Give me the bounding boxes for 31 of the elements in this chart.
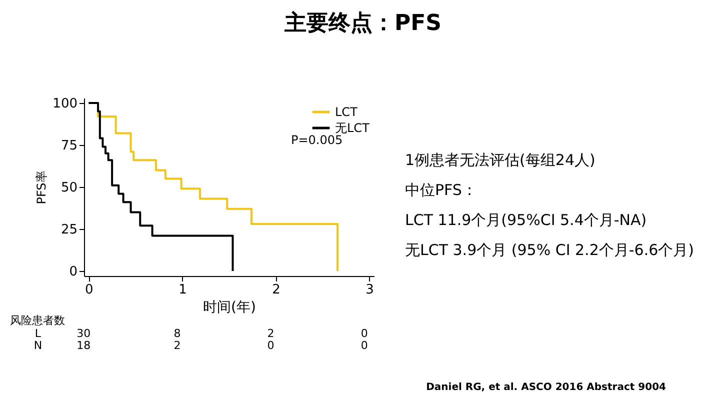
y-tick-label: 50 (60, 180, 78, 196)
text: 0 (360, 339, 368, 352)
chart-title: 主要终点：PFS (284, 10, 442, 38)
y-tick-label: 75 (60, 138, 78, 154)
text: 2 (267, 327, 274, 340)
y-tick-label: 100 (52, 96, 78, 112)
text: 0 (360, 327, 368, 340)
text: 风险患者数 (10, 313, 65, 328)
text: 1例患者无法评估(每组24人) (405, 150, 596, 170)
text: 18 (76, 339, 91, 352)
text: 2 (174, 339, 181, 352)
text: Daniel RG, et al. ASCO 2016 Abstract 9004 (426, 382, 666, 393)
x-tick-label: 1 (178, 282, 187, 298)
text: 30 (76, 327, 91, 340)
text: L (34, 327, 42, 340)
y-tick-label: 0 (69, 264, 78, 280)
x-tick-label: 2 (272, 282, 280, 298)
x-tick-label: 3 (366, 282, 374, 298)
legend-label: LCT (335, 105, 358, 119)
x-axis-title: 时间(年) (203, 300, 256, 316)
y-tick-label: 25 (60, 222, 78, 238)
text: N (34, 339, 42, 352)
x-tick-label: 0 (85, 282, 94, 298)
y-axis-title: PFS率 (34, 170, 49, 204)
text: 8 (174, 327, 181, 340)
text: 中位PFS： (405, 180, 477, 200)
text: LCT 11.9个月(95%CI 5.4个月-NA) (405, 210, 647, 230)
legend-label: 无LCT (335, 121, 370, 135)
text: 0 (267, 339, 274, 352)
annotation: P=0.005 (291, 133, 343, 147)
text: 无LCT 3.9个月 (95% CI 2.2个月-6.6个月) (405, 240, 695, 260)
